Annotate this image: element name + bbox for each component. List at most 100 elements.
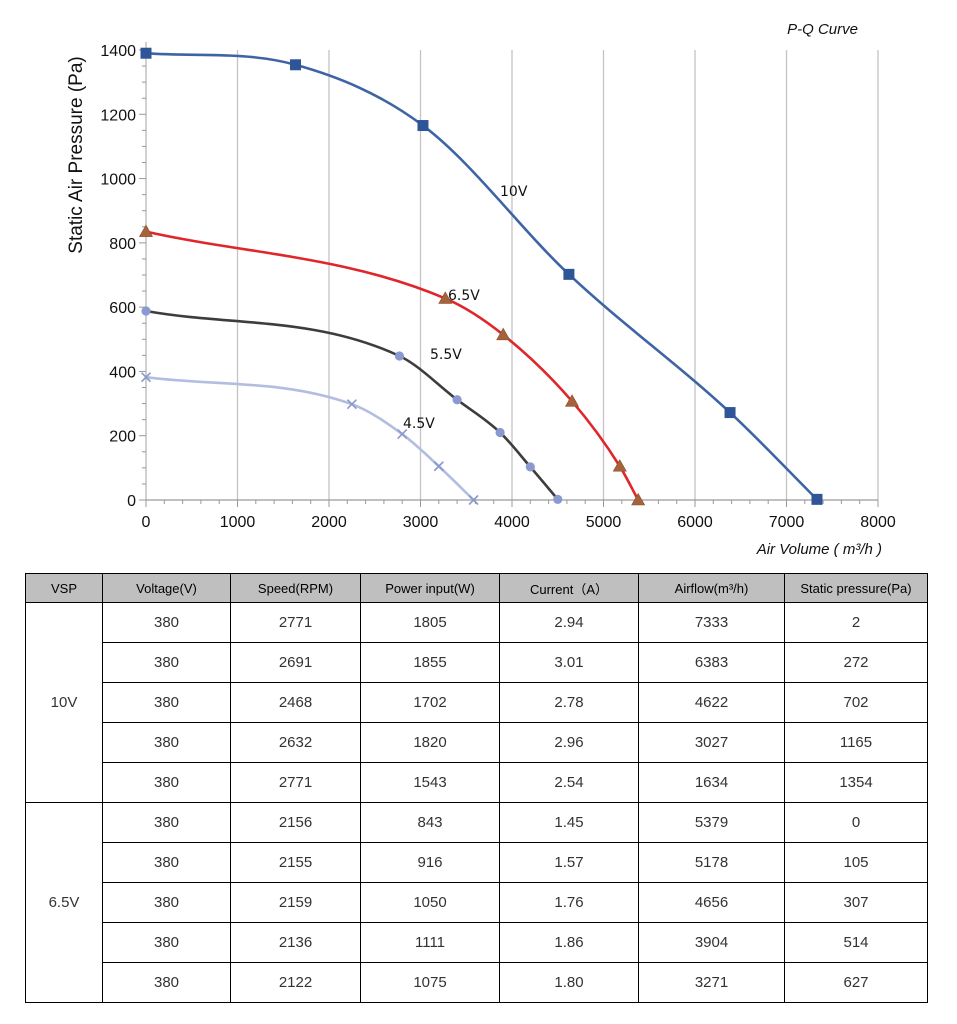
table-row: 380 2155 916 1.57 5178 105 <box>26 842 928 883</box>
table-cell: 1805 <box>360 602 500 643</box>
data-point <box>138 224 154 237</box>
series <box>138 47 823 506</box>
table-cell: 1.80 <box>499 962 639 1003</box>
x-tick-label: 3000 <box>403 514 439 531</box>
table-cell: 380 <box>102 722 231 763</box>
table-cell: 3271 <box>638 962 785 1003</box>
table-cell: 2.54 <box>499 762 639 803</box>
table-cell: 380 <box>102 842 231 883</box>
table-cell: 2.94 <box>499 602 639 643</box>
spec-table: VSP Voltage(V) Speed(RPM) Power input(W) Cur… <box>25 573 928 1003</box>
table-cell: 1543 <box>360 762 500 803</box>
x-tick-label: 0 <box>142 514 151 531</box>
data-point <box>631 492 646 506</box>
x-tick-label: 1000 <box>220 514 256 531</box>
data-point <box>290 59 302 71</box>
data-point <box>141 306 151 316</box>
table-row: 10V 380 2771 1805 2.94 7333 2 <box>25 602 928 803</box>
table-cell: 2 <box>784 602 928 643</box>
y-tick-label: 200 <box>109 429 136 446</box>
x-tick-label: 6000 <box>677 514 713 531</box>
table-cell: 2136 <box>230 922 361 963</box>
table-cell: 7333 <box>638 602 785 643</box>
data-point <box>397 429 408 440</box>
data-point <box>452 395 462 405</box>
data-point <box>438 291 453 304</box>
data-point <box>563 268 575 280</box>
table-cell: 514 <box>784 922 928 963</box>
table-cell: 2.96 <box>499 722 639 763</box>
table-cell: 1354 <box>784 762 928 803</box>
table-cell: 2155 <box>230 842 361 883</box>
table-cell: 380 <box>102 882 231 923</box>
table-cell: 5178 <box>638 842 785 883</box>
table-cell: 2691 <box>230 642 361 683</box>
table-cell: 1.76 <box>499 882 639 923</box>
data-point <box>724 407 736 419</box>
vsp-cell: 10V <box>25 602 103 803</box>
table-header-cell: Speed(RPM) <box>230 573 361 603</box>
x-tick-label: 2000 <box>311 514 347 531</box>
table-cell: 2771 <box>230 602 361 643</box>
table-body: 10V 380 2771 1805 2.94 7333 2 380 2691 1855 3.01 63… <box>25 602 928 1003</box>
x-tick-label: 5000 <box>586 514 622 531</box>
table-cell: 5379 <box>638 802 785 843</box>
table-cell: 2632 <box>230 722 361 763</box>
table-cell: 627 <box>784 962 928 1003</box>
y-tick-label: 800 <box>109 236 136 253</box>
data-point <box>433 461 444 472</box>
data-point <box>612 459 627 472</box>
x-axis-title: Air Volume ( m³/h ) <box>756 541 882 558</box>
series-label: 10V <box>500 184 528 200</box>
table-cell: 1634 <box>638 762 785 803</box>
table-cell: 380 <box>102 602 231 643</box>
y-tick-label: 1000 <box>100 172 136 189</box>
table-row: 380 2771 1543 2.54 1634 1354 <box>26 762 928 803</box>
x-tick-label: 8000 <box>860 514 896 531</box>
vsp-cell: 6.5V <box>25 802 103 1003</box>
y-tick-label: 1400 <box>100 43 136 60</box>
grid <box>236 50 879 500</box>
table-cell: 1855 <box>360 642 500 683</box>
data-point <box>495 427 505 438</box>
table-row: 380 2159 1050 1.76 4656 307 <box>26 882 928 923</box>
labels: 10V 6.5V 5.5V 4.5V <box>403 184 528 432</box>
table-cell: 1.86 <box>499 922 639 963</box>
table-cell: 1050 <box>360 882 500 923</box>
table-cell: 4622 <box>638 682 785 723</box>
table-cell: 916 <box>360 842 500 883</box>
data-point <box>140 47 152 59</box>
data-point <box>811 493 823 505</box>
data-point <box>468 494 479 506</box>
table-cell: 380 <box>102 642 231 683</box>
table-header-row: VSP Voltage(V) Speed(RPM) Power input(W) Cur… <box>25 573 928 603</box>
table-cell: 2468 <box>230 682 361 723</box>
series-label: 5.5V <box>430 347 462 363</box>
table-cell: 105 <box>784 842 928 883</box>
table-header-cell: Power input(W) <box>360 573 500 603</box>
table-cell: 2122 <box>230 962 361 1003</box>
table-cell: 6383 <box>638 642 785 683</box>
table-cell: 1.45 <box>499 802 639 843</box>
data-point <box>525 462 535 472</box>
data-point <box>417 120 429 132</box>
table-cell: 380 <box>102 762 231 803</box>
y-tick-label: 400 <box>109 364 136 381</box>
table-row: 380 2136 1111 1.86 3904 514 <box>26 922 928 963</box>
table-header-cell: Static pressure(Pa) <box>784 573 928 603</box>
table-cell: 843 <box>360 802 500 843</box>
series-line-10V <box>145 51 818 501</box>
table-cell: 307 <box>784 882 928 923</box>
table-cell: 2156 <box>230 802 361 843</box>
data-point <box>553 494 563 504</box>
table-cell: 1.57 <box>499 842 639 883</box>
data-point <box>496 327 511 341</box>
table-header-cell: Voltage(V) <box>102 573 231 603</box>
data-point <box>346 399 357 410</box>
table-cell: 2159 <box>230 882 361 923</box>
table-cell: 702 <box>784 682 928 723</box>
series-line-4.5V <box>145 375 475 501</box>
pq-curve-chart: 0 1000 2000 3000 4000 5000 6000 7000 8000 0 200 400… <box>66 21 896 558</box>
table-cell: 0 <box>784 802 928 843</box>
chart-title: P-Q Curve <box>787 21 858 38</box>
